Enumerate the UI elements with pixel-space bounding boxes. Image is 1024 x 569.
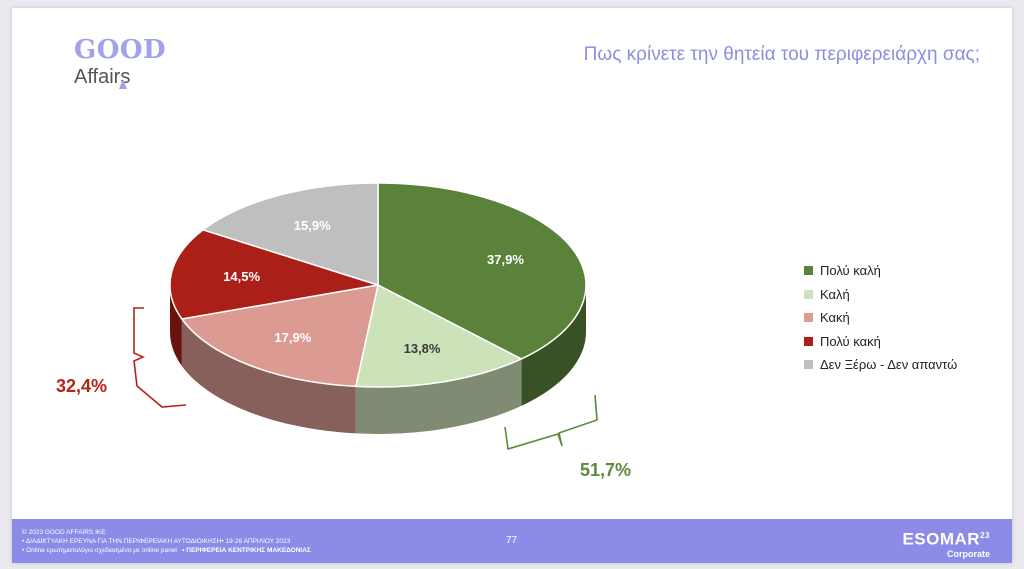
pie-tops bbox=[169, 182, 587, 388]
esomar-brand-text: ESOMAR bbox=[902, 529, 981, 549]
annotation-negative-total: 32,4% bbox=[56, 376, 107, 396]
legend-swatch bbox=[804, 360, 813, 370]
footer-method-text: • Online ερωτηματολόγιο σχεδιασμένο με o… bbox=[22, 547, 177, 554]
green-brace bbox=[504, 394, 598, 451]
legend-swatch bbox=[804, 313, 813, 323]
logo-affairs-label: Affairs bbox=[74, 66, 131, 88]
esomar-logo: ESOMAR23 Corporate bbox=[902, 527, 990, 559]
annotation-positive-total: 51,7% bbox=[580, 460, 631, 480]
pie-slice-πολύ-κακή bbox=[169, 228, 379, 320]
logo-good-text: GOOD bbox=[74, 35, 167, 65]
pie-side-κακή bbox=[181, 318, 356, 434]
logo-triangle-icon bbox=[119, 79, 127, 89]
pie-slice-καλή bbox=[354, 283, 524, 388]
good-affairs-logo: GOOD Affairs bbox=[74, 35, 167, 89]
pie-side-πολύ-καλή bbox=[521, 285, 586, 406]
data-label-κακή: 17,9% bbox=[274, 330, 311, 345]
legend-label: Κακή bbox=[820, 310, 850, 326]
legend-item-πολύ-καλή: Πολύ καλή bbox=[804, 259, 957, 283]
pie-slice-δεν-ξέρω-δεν-απαντώ bbox=[201, 182, 379, 287]
legend-swatch bbox=[804, 336, 813, 346]
data-label-δεν-ξέρω-δεν-απαντώ: 15,9% bbox=[294, 218, 331, 233]
data-label-καλή: 13,8% bbox=[404, 341, 441, 356]
pie-chart: 37,9% 13,8% 17,9% 14,5% 15,9% 51,7% 32,4% bbox=[56, 182, 631, 480]
data-label-πολύ-καλή: 37,9% bbox=[487, 252, 524, 267]
legend-label: Πολύ κακή bbox=[820, 333, 881, 349]
page-number: 77 bbox=[506, 535, 518, 546]
pie-sides bbox=[170, 285, 586, 434]
esomar-year: 23 bbox=[980, 531, 990, 540]
footer-survey-info: • ΔΙΑΔΙΚΤΥΑΚΗ ΕΡΕΥΝΑ ΓΙΑ ΤΗΝ ΠΕΡΙΦΕΡΕΙΑΚ… bbox=[22, 538, 291, 545]
footer-copyright: © 2023 GOOD AFFAIRS IKE bbox=[22, 529, 106, 536]
footer-region: • ΠΕΡΙΦΕΡΕΙΑ ΚΕΝΤΡΙΚΗΣ ΜΑΚΕΔΟΝΙΑΣ bbox=[182, 547, 311, 554]
annotations: 51,7% 32,4% bbox=[56, 307, 631, 480]
esomar-brand: ESOMAR23 bbox=[902, 527, 990, 549]
logo-affairs-text: Affairs bbox=[74, 66, 166, 89]
pie-slice-πολύ-καλή bbox=[377, 182, 587, 360]
legend-label: Καλή bbox=[820, 286, 850, 302]
data-label-πολύ-κακή: 14,5% bbox=[223, 269, 260, 284]
esomar-sub: Corporate bbox=[946, 548, 990, 559]
legend-item-καλή: Καλή bbox=[804, 283, 957, 307]
legend-item-δεν-ξέρω-δεν-απαντώ: Δεν Ξέρω - Δεν απαντώ bbox=[804, 353, 957, 377]
legend-swatch bbox=[804, 266, 813, 276]
pie-side-καλή bbox=[355, 358, 522, 434]
legend-label: Δεν Ξέρω - Δεν απαντώ bbox=[820, 357, 958, 373]
slide: GOOD Affairs Πως κρίνετε την θητεία του … bbox=[12, 8, 1012, 563]
pie-side-πολύ-κακή bbox=[170, 285, 182, 366]
page-title: Πως κρίνετε την θητεία του περιφερειάρχη… bbox=[583, 44, 980, 65]
legend-item-κακή: Κακή bbox=[804, 306, 957, 330]
footer-notes: © 2023 GOOD AFFAIRS IKE • ΔΙΑΔΙΚΤΥΑΚΗ ΕΡ… bbox=[22, 528, 311, 555]
legend-label: Πολύ καλή bbox=[820, 263, 881, 279]
pie-labels: 37,9% 13,8% 17,9% 14,5% 15,9% bbox=[223, 218, 524, 356]
chart-legend: Πολύ καλή Καλή Κακή Πολύ κακή Δεν Ξέρω - Δεν… bbox=[804, 259, 957, 377]
footer-bar: © 2023 GOOD AFFAIRS IKE • ΔΙΑΔΙΚΤΥΑΚΗ ΕΡ… bbox=[12, 519, 1012, 563]
pie-slice-κακή bbox=[180, 284, 379, 388]
legend-swatch bbox=[804, 289, 813, 299]
red-brace bbox=[133, 307, 187, 408]
footer-method: • Online ερωτηματολόγιο σχεδιασμένο με o… bbox=[22, 546, 311, 555]
legend-item-πολύ-κακή: Πολύ κακή bbox=[804, 330, 957, 354]
